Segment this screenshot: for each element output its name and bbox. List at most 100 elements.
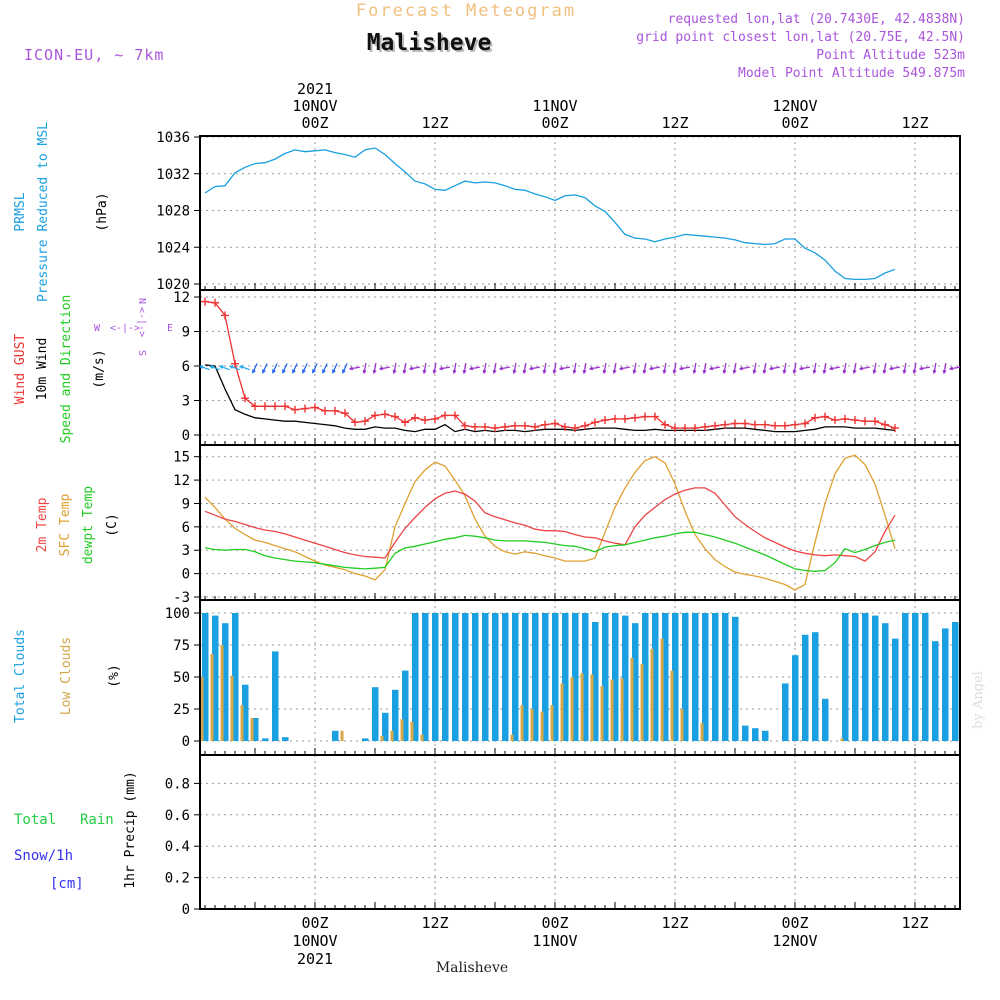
wind-direction-arrow <box>292 363 298 373</box>
wind-10m-wind-line <box>204 364 896 433</box>
total-cloud-bar <box>712 613 719 741</box>
total-cloud-bar <box>592 622 599 741</box>
wind-direction-arrow <box>379 366 391 370</box>
gust-marker <box>321 406 329 415</box>
low-cloud-bar <box>540 711 544 741</box>
gust-marker <box>521 421 529 430</box>
total-cloud-bar <box>242 684 249 741</box>
gust-marker <box>531 422 539 431</box>
total-cloud-bar <box>232 613 239 741</box>
compass-e: E <box>167 323 173 334</box>
wind-label-gust: Wind GUST <box>13 334 28 405</box>
wind-direction-arrowhead <box>408 366 414 371</box>
wind-direction-arrow <box>829 366 841 370</box>
wind-direction-arrowhead <box>342 369 346 374</box>
total-cloud-bar <box>792 655 799 741</box>
wind-direction-arrowhead <box>762 369 767 375</box>
total-cloud-bar <box>892 638 899 741</box>
low-cloud-bar <box>640 664 644 741</box>
bottom-time-label: 2021 <box>297 950 333 968</box>
precip-ytick-label: 0.6 <box>165 808 190 824</box>
footer-location: Malisheve <box>436 960 508 976</box>
wind-direction-arrow <box>589 366 601 370</box>
location-title-shadow: Malisheve <box>369 32 494 58</box>
gust-marker <box>671 424 679 433</box>
total-cloud-bar <box>502 613 509 741</box>
gust-marker <box>551 419 559 428</box>
wind-direction-arrowhead <box>648 366 654 371</box>
gust-marker <box>801 419 809 428</box>
wind-direction-arrow <box>499 366 511 370</box>
wind-direction-arrowhead <box>882 369 887 375</box>
total-cloud-bar <box>602 613 609 741</box>
gust-marker <box>391 412 399 421</box>
low-cloud-bar <box>410 721 414 741</box>
gust-marker <box>471 422 479 431</box>
cloud-label-total: Total Clouds <box>13 629 28 723</box>
clouds-panel: 0 25 50 75 100 <box>165 599 961 756</box>
precip-label-cm: [cm] <box>50 876 84 892</box>
wind-ytick-label: 6 <box>182 359 190 375</box>
total-cloud-bar <box>512 613 519 741</box>
wind-direction-arrowhead <box>588 366 594 371</box>
top-time-label: 12Z <box>901 114 928 132</box>
wind-direction-arrowhead <box>498 366 504 371</box>
top-time-label: 00Z <box>781 114 808 132</box>
wind-direction-arrowhead <box>792 369 797 375</box>
low-cloud-bar <box>400 719 404 741</box>
wind-direction-arrow <box>433 362 437 374</box>
wind-frame <box>199 289 961 446</box>
wind-direction-arrowhead <box>522 369 527 375</box>
compass-arrows: <-|-> <box>110 323 140 334</box>
top-time-label: 10NOV <box>292 97 337 115</box>
gust-marker <box>221 311 229 320</box>
gust-marker <box>491 424 499 433</box>
location-title: Malisheve <box>367 30 492 56</box>
total-cloud-bar <box>802 634 809 741</box>
temperature-2m-temp-line <box>204 487 896 562</box>
gust-marker <box>211 298 219 307</box>
total-cloud-bar <box>632 623 639 741</box>
wind-direction-arrow <box>843 362 847 374</box>
gust-marker <box>771 421 779 430</box>
gust-marker <box>431 414 439 423</box>
wind-direction-arrow <box>439 366 451 370</box>
gust-marker <box>331 406 339 415</box>
top-time-label: 12Z <box>661 114 688 132</box>
gust-marker <box>461 421 469 430</box>
gust-marker <box>581 421 589 430</box>
bottom-time-label: 10NOV <box>292 932 337 950</box>
wind-direction-arrowhead <box>239 365 244 369</box>
compass-arrows-v: <-|-> <box>136 307 147 337</box>
total-cloud-bar <box>622 615 629 741</box>
wind-direction-arrowhead <box>302 369 306 374</box>
requested-coords: requested lon,lat (20.7430E, 42.4838N) <box>668 12 965 27</box>
wind-direction-arrow <box>883 362 887 374</box>
chart-panels: 1020 1024 1028 1032 1036 0 3 6 9 12 -3 0 3 6 9 12 15 0 25 5… <box>156 130 961 918</box>
watermark: by Angel <box>971 671 986 729</box>
wind-direction-arrow <box>723 362 727 374</box>
total-cloud-bar <box>412 613 419 741</box>
total-cloud-bar <box>402 670 409 741</box>
total-cloud-bar <box>492 613 499 741</box>
wind-direction-arrow <box>873 362 877 374</box>
total-cloud-bar <box>392 689 399 741</box>
precip-label-rain: Rain <box>80 812 114 828</box>
low-cloud-bar <box>630 657 634 741</box>
total-cloud-bar <box>562 613 569 741</box>
wind-direction-arrow <box>693 362 697 374</box>
wind-direction-arrow <box>463 362 467 374</box>
wind-direction-arrowhead <box>852 369 857 375</box>
temperature-ytick-label: 6 <box>182 520 190 536</box>
wind-labels: Wind GUST 10m Wind Speed and Direction (… <box>13 295 173 444</box>
wind-direction-arrowhead <box>722 369 727 375</box>
wind-direction-arrow <box>583 362 587 374</box>
bottom-time-label: 00Z <box>541 914 568 932</box>
wind-direction-arrowhead <box>858 366 864 371</box>
wind-direction-arrow <box>903 362 907 374</box>
pressure-labels: PRMSL Pressure Reduced to MSL (hPa) <box>13 122 110 302</box>
wind-direction-arrowhead <box>432 369 437 375</box>
pressure-frame <box>199 135 961 291</box>
wind-direction-arrowhead <box>662 369 667 375</box>
low-cloud-bar <box>590 674 594 741</box>
